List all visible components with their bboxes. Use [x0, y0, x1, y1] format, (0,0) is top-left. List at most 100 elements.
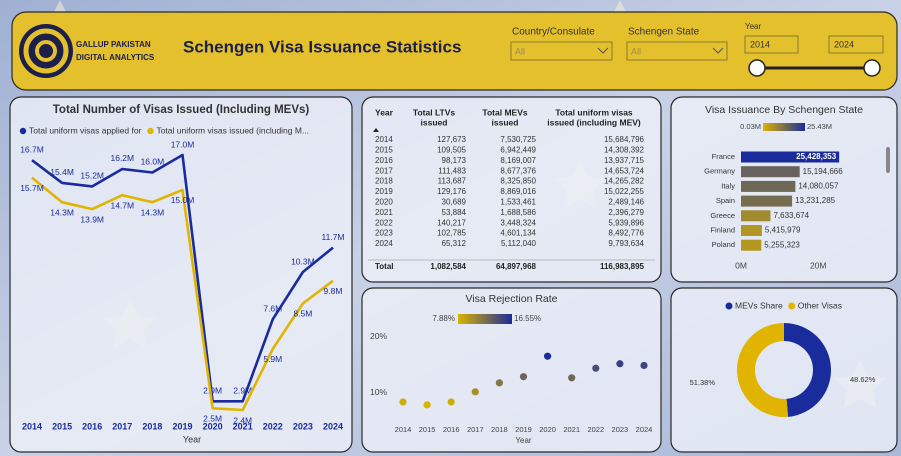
data-label: 8.5M — [293, 309, 312, 319]
point — [544, 352, 552, 360]
data-label: 14.7M — [110, 200, 134, 210]
table-cell: 2016 — [375, 156, 393, 165]
point — [399, 398, 407, 406]
country-dropdown[interactable] — [510, 41, 613, 61]
data-label: 2.5M — [203, 414, 222, 424]
data-label: 14.3M — [141, 207, 165, 217]
data-label: 16.2M — [110, 153, 134, 163]
category-label: Finland — [710, 225, 735, 234]
data-label: 17.0M — [171, 139, 195, 149]
legend-marker — [147, 127, 154, 135]
x-tick-label: 2018 — [142, 421, 162, 431]
data-label: 2.4M — [233, 415, 252, 425]
table-cell: 14,308,392 — [604, 146, 645, 155]
legend-label: MEVs Share — [735, 300, 783, 310]
category-label: Spain — [716, 196, 735, 205]
data-label: 51.38% — [690, 378, 716, 387]
panel — [361, 287, 662, 453]
table-cell: 8,169,007 — [500, 156, 536, 165]
x-tick-label: 2021 — [233, 421, 253, 431]
year-slider-handle[interactable] — [748, 59, 766, 77]
filter-label: Schengen State — [628, 27, 700, 38]
legend-min: 0.03M — [740, 122, 761, 131]
table-cell: 53,884 — [442, 208, 467, 217]
table-header: Total LTVs — [413, 107, 455, 117]
legend-label: Total uniform visas issued (including M.… — [156, 125, 309, 135]
point — [519, 373, 528, 381]
table-cell: 127,673 — [437, 135, 466, 144]
table-cell: 2,489,146 — [608, 198, 644, 207]
category-label: Poland — [712, 240, 735, 249]
data-label: 15.7M — [20, 183, 44, 193]
table-cell: 109,505 — [437, 146, 466, 155]
color-scale — [458, 314, 512, 324]
data-label: 7,633,674 — [773, 211, 809, 220]
data-label: 5.9M — [263, 354, 282, 364]
table-cell: 7,530,725 — [500, 135, 536, 144]
x-tick-label: 2015 — [52, 421, 72, 431]
point — [471, 388, 479, 396]
data-label: 16.7M — [20, 144, 44, 154]
x-tick-label: 2022 — [263, 421, 283, 431]
table-cell: 111,483 — [438, 166, 466, 175]
data-label: 7.6M — [263, 303, 282, 313]
data-label: 15.2M — [80, 171, 104, 181]
table-cell: 13,937,715 — [604, 156, 645, 165]
state-dropdown[interactable] — [626, 41, 728, 61]
y-tick-label: 20% — [370, 331, 387, 341]
data-label: 15,194,666 — [803, 167, 844, 176]
table-total: Total — [375, 262, 394, 271]
year-from-input[interactable] — [744, 35, 799, 54]
dropdown-arrow — [712, 47, 724, 54]
table-cell: 129,176 — [437, 187, 466, 196]
table-cell: 2018 — [375, 177, 393, 186]
dropdown-arrow — [597, 47, 609, 54]
data-label: 5,255,323 — [764, 240, 800, 249]
x-tick-label: 2014 — [22, 421, 42, 431]
bar — [741, 195, 793, 207]
data-label: 16.0M — [141, 157, 165, 167]
table-cell: 15,684,796 — [604, 135, 645, 144]
table-cell: 102,785 — [437, 229, 466, 238]
table-cell: 8,869,016 — [500, 187, 536, 196]
point — [447, 398, 455, 406]
point — [640, 361, 648, 370]
logo-ring — [35, 40, 57, 62]
x-tick-label: 2019 — [515, 425, 532, 434]
x-tick-label: 0M — [735, 260, 747, 270]
x-axis-label: Year — [183, 434, 201, 444]
data-label: 5,415,979 — [765, 226, 801, 235]
legend-marker — [19, 127, 27, 135]
table-total: 116,983,895 — [600, 262, 645, 271]
x-tick-label: 2018 — [491, 425, 508, 434]
dropdown-value: All — [631, 46, 641, 56]
legend-marker — [725, 302, 733, 310]
table-cell: 2015 — [375, 146, 393, 155]
sort-indicator — [373, 128, 379, 132]
table-cell: 113,687 — [438, 177, 467, 186]
data-label: 15.4M — [50, 167, 74, 177]
category-label: Germany — [704, 167, 735, 176]
category-label: Italy — [721, 181, 735, 190]
table-cell: 14,265,282 — [604, 177, 645, 186]
data-label: 2.9M — [233, 386, 252, 396]
x-tick-label: 2020 — [203, 421, 223, 431]
data-label: 13,231,285 — [795, 196, 836, 205]
color-scale — [763, 123, 805, 131]
table-total: 1,082,584 — [430, 262, 466, 271]
category-label: Greece — [710, 211, 735, 220]
chart-title: Visa Issuance By Schengen State — [705, 104, 863, 116]
donut-slice — [737, 323, 789, 417]
bar — [741, 180, 796, 192]
x-tick-label: 2023 — [612, 425, 629, 434]
year-slider-handle[interactable] — [863, 59, 881, 77]
table-cell: 5,939,896 — [608, 218, 644, 227]
donut-slice — [784, 323, 832, 417]
data-label: 14.3M — [50, 207, 74, 217]
table-cell: 15,022,255 — [604, 187, 645, 196]
chart-title: Visa Rejection Rate — [465, 293, 557, 305]
x-tick-label: 2024 — [636, 425, 653, 434]
data-label: 11.7M — [322, 232, 345, 242]
year-to-input[interactable] — [828, 35, 884, 54]
legend-max: 25.43M — [807, 122, 832, 131]
